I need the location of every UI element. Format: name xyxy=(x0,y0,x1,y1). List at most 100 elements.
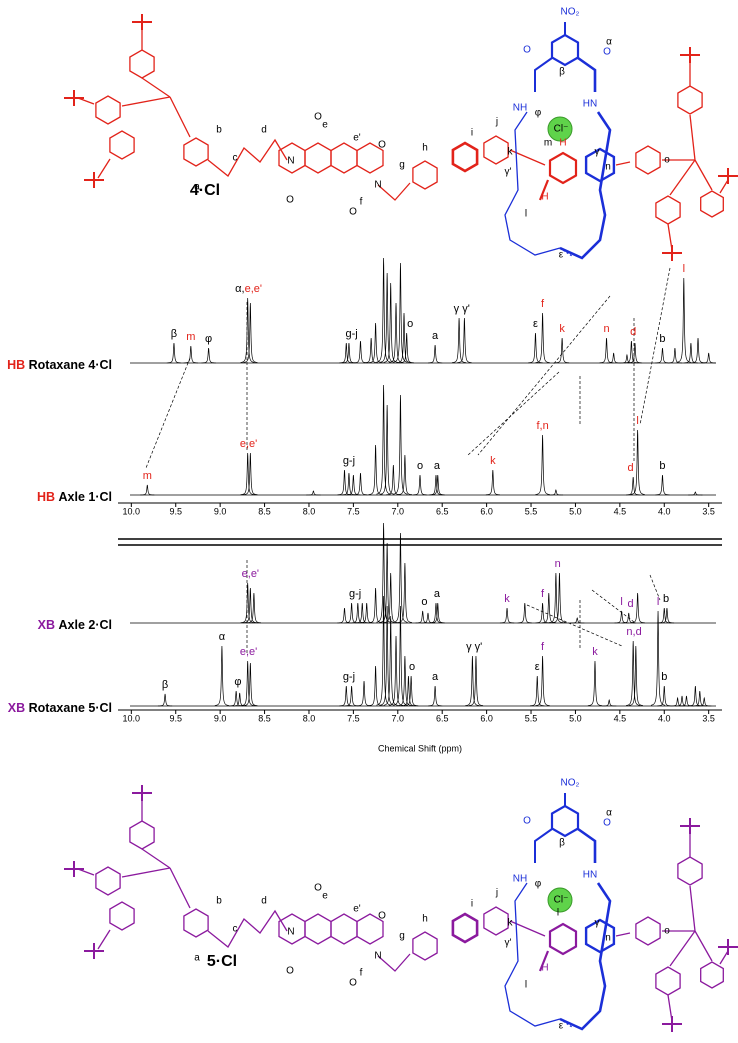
structure-label: l xyxy=(525,209,527,220)
bond xyxy=(207,909,288,948)
peak-label-text: γ γ' xyxy=(454,303,470,315)
bond xyxy=(121,867,171,878)
structure-label: NO₂ xyxy=(561,778,580,789)
x-tick-label: 7.5 xyxy=(347,713,360,723)
structure-label: HN xyxy=(583,99,597,110)
ring xyxy=(330,142,358,174)
peak-label: b xyxy=(663,593,669,605)
structure-label: N xyxy=(374,180,381,191)
bond xyxy=(509,149,546,166)
peak-label: b xyxy=(659,460,665,472)
nmr-peak xyxy=(376,595,391,706)
nmr-peak xyxy=(412,474,428,496)
structure-label: n xyxy=(605,933,611,944)
structure-label: γ' xyxy=(505,938,512,949)
peak-label-text: n xyxy=(603,323,609,335)
structure-label: O xyxy=(286,195,294,206)
peak-label: m xyxy=(143,470,152,482)
nmr-peak xyxy=(676,277,691,363)
peak-label-text: l xyxy=(620,596,622,608)
bond xyxy=(694,159,713,191)
peak-label: e,e' xyxy=(240,646,257,658)
structure-label: O xyxy=(349,978,357,989)
spectrum-label: XB Axle 2·Cl xyxy=(38,618,112,632)
structure-label: j xyxy=(495,117,498,128)
nmr-peak xyxy=(552,572,567,623)
peak-label: a xyxy=(432,330,439,342)
structure-label: m xyxy=(544,138,552,149)
peak-label-text: b xyxy=(659,460,665,472)
x-tick-label: 5.5 xyxy=(525,713,538,723)
structure-label: H xyxy=(541,963,548,974)
peak-label-text: f xyxy=(541,641,545,653)
peak-label-text: k xyxy=(559,323,565,335)
nmr-peak xyxy=(535,434,550,495)
peak-label-text: g-j xyxy=(345,328,357,340)
x-tick-label: 4.5 xyxy=(614,713,627,723)
ring xyxy=(635,916,661,946)
x-tick-label: 4.0 xyxy=(658,713,671,723)
nmr-peak xyxy=(430,474,445,496)
structure-label: h xyxy=(422,914,428,925)
peak-label: l xyxy=(657,596,659,608)
peak-label: l xyxy=(636,415,638,427)
nmr-peak xyxy=(688,491,703,496)
structure-label: g xyxy=(399,931,405,942)
structure-label: O xyxy=(378,140,386,151)
nmr-peak xyxy=(465,655,480,706)
ring xyxy=(451,912,479,944)
ring xyxy=(109,130,135,160)
ring xyxy=(304,142,332,174)
nmr-peak xyxy=(339,685,354,707)
ring xyxy=(483,906,509,936)
peak-label-text: a xyxy=(434,588,441,600)
peak-label: o xyxy=(409,661,415,673)
bond xyxy=(719,950,729,965)
structure-label: NO₂ xyxy=(561,7,580,18)
dashed-line xyxy=(477,295,611,456)
x-tick-label: 8.0 xyxy=(303,506,316,516)
structure-label: ε xyxy=(559,1021,564,1032)
ring xyxy=(109,901,135,931)
bond xyxy=(534,57,553,92)
structure-label: i xyxy=(471,899,473,910)
compound-label: 4·Cl xyxy=(190,182,220,199)
bond xyxy=(689,885,696,932)
nmr-peak xyxy=(240,582,255,624)
peak-label: b xyxy=(659,333,665,345)
nmr-peak xyxy=(388,302,404,363)
ring xyxy=(356,913,384,945)
nmr-peak xyxy=(339,342,354,364)
ring xyxy=(655,195,681,225)
peak-label-text: φ xyxy=(234,676,241,688)
bond xyxy=(509,920,546,937)
peak-label: k xyxy=(490,455,496,467)
nmr-peak xyxy=(346,474,361,496)
nmr-peak xyxy=(379,542,395,623)
spectrum-tag: XB xyxy=(8,701,25,715)
peak-label: γ γ' xyxy=(454,303,470,315)
peak-label-text: d xyxy=(627,598,633,610)
peak-label-prefix: α, xyxy=(235,283,244,295)
structure-label: e xyxy=(322,120,328,131)
nmr-peak xyxy=(655,347,670,364)
nmr-peak xyxy=(243,452,258,496)
bond xyxy=(615,932,631,937)
nmr-peak xyxy=(243,302,258,363)
structure-label: NH xyxy=(513,103,527,114)
structure-label: β xyxy=(559,67,565,78)
ring xyxy=(635,145,661,175)
structure-label: O xyxy=(314,883,322,894)
peak-label: l xyxy=(683,263,685,275)
structure-label: l xyxy=(525,980,527,991)
ring xyxy=(129,49,155,79)
nmr-peak xyxy=(243,587,258,624)
nmr-peak xyxy=(214,645,230,706)
peak-label: l xyxy=(620,596,622,608)
structure-label: O xyxy=(349,207,357,218)
nmr-peak xyxy=(674,695,690,707)
x-tick-label: 8.5 xyxy=(258,506,271,516)
nmr-peak xyxy=(701,352,716,364)
bond xyxy=(97,158,111,179)
nmr-peak xyxy=(240,452,255,496)
